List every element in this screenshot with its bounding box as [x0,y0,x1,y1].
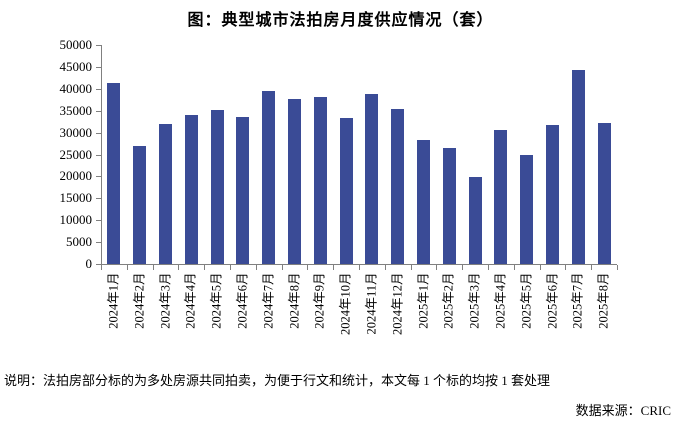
y-axis-label: 5000 [66,234,92,250]
x-axis-label: 2025年5月 [519,272,534,329]
y-axis-label: 20000 [59,168,93,184]
bar [597,122,611,264]
bar [365,93,379,264]
y-axis-tick [96,110,101,112]
x-axis-tick [384,265,386,270]
x-axis-label: 2024年8月 [287,272,301,329]
y-axis-label: 10000 [59,212,93,228]
y-axis-label: 50000 [59,37,93,52]
x-axis-tick [152,265,154,270]
y-axis-tick [96,264,101,265]
x-axis-tick [281,265,283,270]
x-axis-tick [307,265,309,270]
x-axis-line [101,264,617,265]
y-axis-tick [96,154,101,156]
x-axis-tick [359,265,360,270]
footnote-text: 说明：法拍房部分标的为多处房源共同拍卖，为便于行文和统计，本文每 1 个标的均按… [4,373,551,388]
x-axis-label: 2024年2月 [132,272,147,329]
x-axis-label: 2025年4月 [493,272,508,329]
x-axis-label: 2024年10月 [338,272,353,335]
x-axis-label: 2024年11月 [364,272,379,335]
bar [288,99,301,264]
x-axis-label: 2025年2月 [441,272,456,329]
x-axis-tick [488,265,489,270]
bar [520,154,534,264]
x-axis-tick [565,265,567,270]
x-axis-tick [126,265,128,270]
y-axis-label: 30000 [59,124,93,140]
y-axis-tick [96,45,101,46]
x-axis-tick [178,265,180,270]
y-axis-label: 35000 [59,102,93,118]
x-axis-label: 2025年6月 [545,272,559,329]
bar [210,110,224,264]
x-axis-label: 2024年3月 [158,272,172,329]
x-axis-label: 2024年5月 [209,272,224,329]
bar [391,108,405,264]
bar [571,70,585,264]
bar [184,114,198,264]
y-axis-tick [96,88,101,90]
x-axis-tick [462,265,464,270]
y-axis-line [101,45,102,265]
x-axis-label: 2024年4月 [183,272,198,329]
bar [107,83,121,264]
y-axis-tick [96,132,101,134]
x-axis-label: 2024年1月 [106,272,121,329]
bar [494,130,508,264]
bar [442,148,456,264]
x-axis-tick [617,265,618,270]
x-axis-tick [255,265,257,270]
y-axis-label: 15000 [59,190,93,206]
x-axis-label: 2024年9月 [312,272,327,329]
x-axis-tick [539,265,541,270]
x-axis-label: 2025年3月 [467,272,482,329]
x-axis-label: 2025年7月 [570,272,585,329]
x-axis-tick [513,265,515,270]
y-axis-label: 45000 [59,58,93,74]
y-axis-label: 25000 [59,146,93,162]
bar [236,117,250,264]
x-axis-tick [230,265,231,270]
x-axis-label: 2024年7月 [261,272,276,329]
chart-title: 图：典型城市法拍房月度供应情况（套） [187,12,494,29]
bar [546,125,559,264]
x-axis-tick [591,265,593,270]
bar [262,91,276,264]
y-axis-tick [96,176,101,178]
bar [133,146,147,264]
bar [313,96,327,264]
x-axis-label: 2024年12月 [390,272,405,335]
y-axis-tick [96,198,101,200]
y-axis-label: 0 [85,256,93,271]
x-axis-tick [410,265,412,270]
x-axis-tick [101,265,102,270]
x-axis-label: 2025年8月 [596,272,611,329]
bar [159,123,172,264]
bar [468,176,482,264]
x-axis-tick [333,265,335,270]
y-axis-label: 40000 [59,80,93,96]
data-source-text: 数据来源：CRIC [575,403,671,418]
y-axis-tick [96,242,101,244]
x-axis-tick [436,265,438,270]
y-axis-tick [96,220,101,222]
x-axis-label: 2024年6月 [235,272,250,329]
bar [417,139,430,264]
x-axis-tick [204,265,206,270]
y-axis-tick [96,66,101,68]
x-axis-label: 2025年1月 [416,272,430,329]
bar [339,118,353,264]
